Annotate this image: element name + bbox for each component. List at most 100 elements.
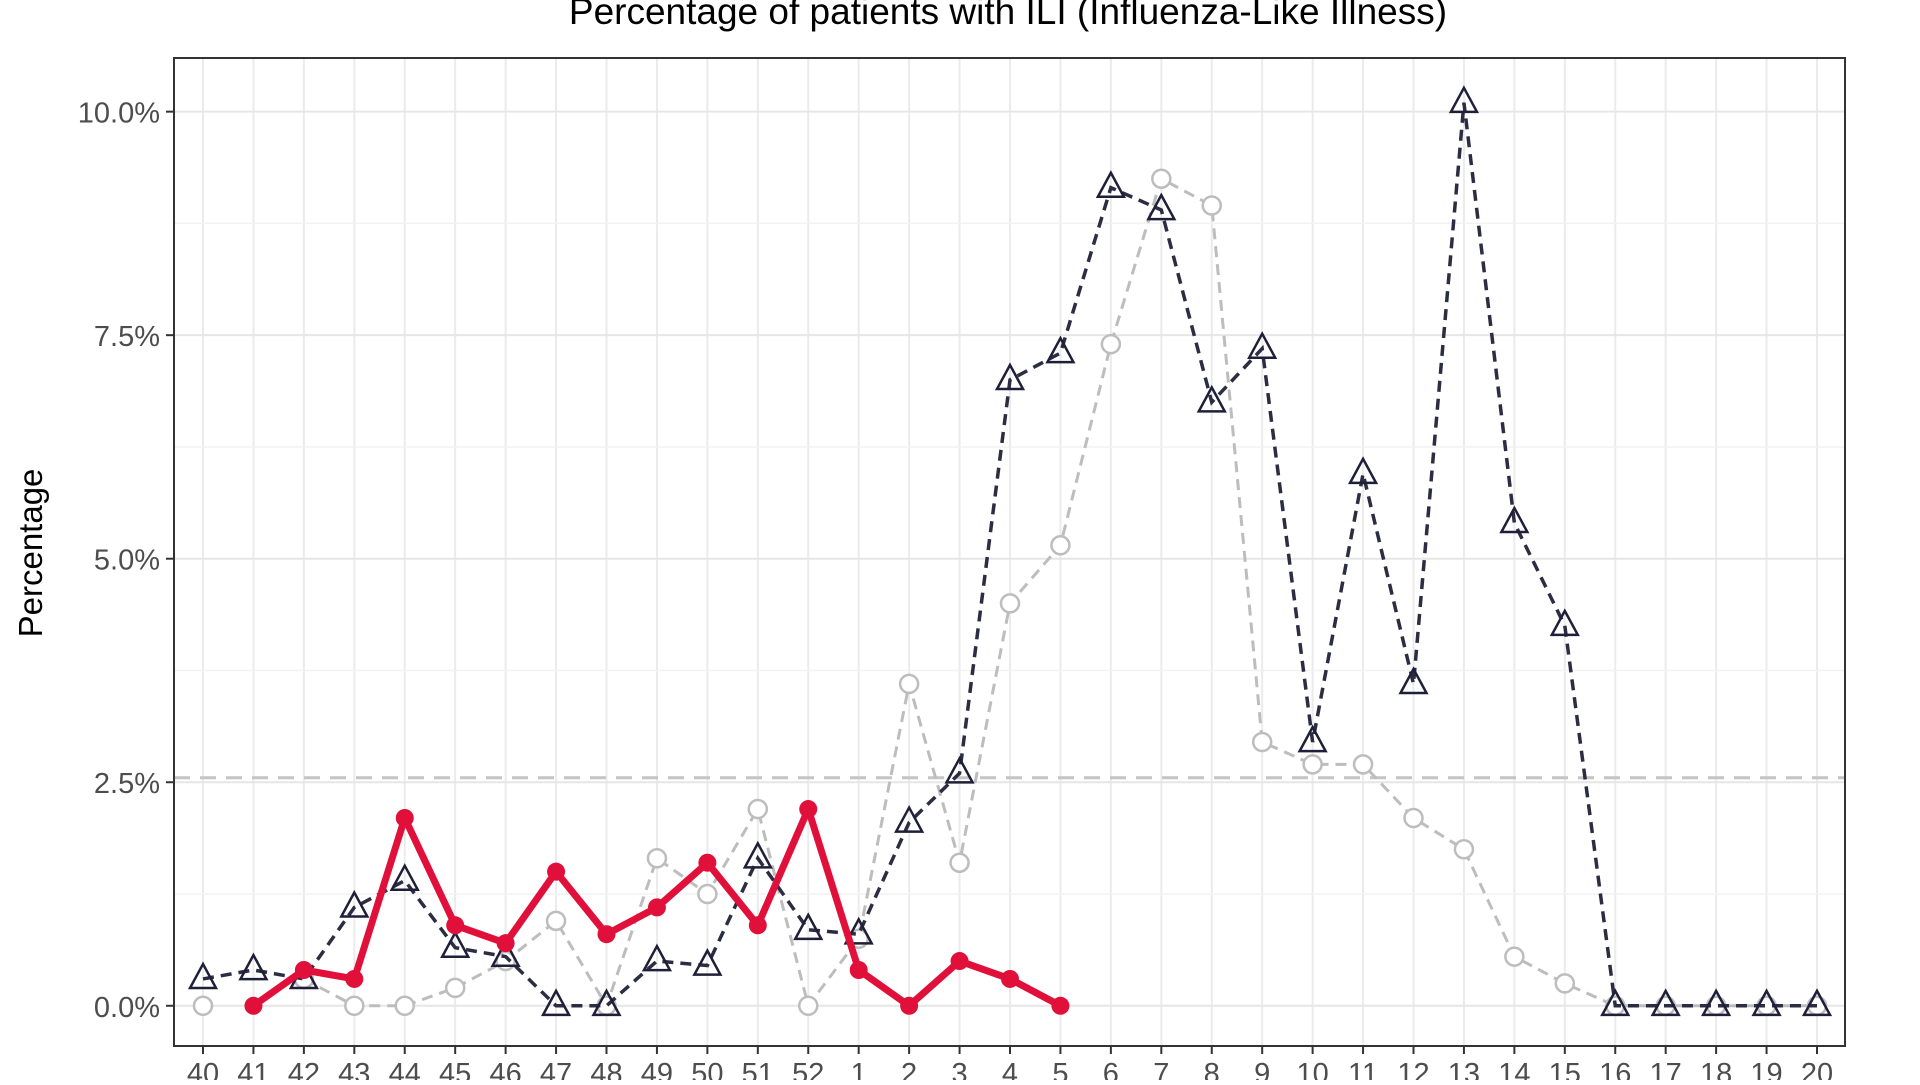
data-point-dot	[950, 952, 969, 971]
data-point-circle	[747, 798, 769, 820]
x-tick-label: 10	[1296, 1058, 1328, 1080]
data-point-triangle	[238, 952, 269, 981]
y-tick-label: 2.5%	[94, 768, 160, 800]
data-point-triangle	[1146, 192, 1177, 221]
data-point-circle	[1403, 807, 1424, 829]
y-tick-label: 7.5%	[94, 321, 160, 353]
x-tick-label: 20	[1801, 1058, 1833, 1080]
data-point-circle	[1453, 839, 1475, 860]
x-tick-label: 11	[1348, 1058, 1378, 1080]
data-point-triangle	[440, 930, 471, 959]
x-tick-label: 51	[742, 1058, 774, 1080]
data-point-triangle	[641, 943, 673, 972]
data-point-dot	[345, 969, 364, 988]
data-point-triangle	[843, 916, 874, 945]
x-tick-label: 41	[237, 1058, 269, 1080]
data-point-dot	[244, 996, 263, 1015]
data-point-triangle	[1600, 988, 1631, 1017]
data-point-triangle	[742, 840, 773, 869]
x-tick-label: 18	[1700, 1058, 1732, 1080]
data-point-triangle	[1751, 988, 1782, 1017]
data-point-triangle	[1448, 85, 1480, 114]
data-point-triangle	[591, 988, 622, 1017]
data-point-triangle	[1045, 335, 1076, 364]
data-point-dot	[294, 961, 313, 979]
x-tick-label: 4	[1002, 1058, 1018, 1080]
data-point-triangle	[1801, 988, 1833, 1017]
x-tick-label: 50	[691, 1058, 723, 1080]
x-tick-label: 19	[1750, 1058, 1782, 1080]
series-navy-dashed-triangle	[187, 85, 1833, 1017]
data-point-circle	[646, 847, 668, 869]
data-point-circle	[1302, 754, 1323, 775]
x-tick-label: 15	[1549, 1058, 1581, 1080]
data-point-triangle	[994, 362, 1026, 391]
data-point-triangle	[894, 804, 925, 833]
data-point-circle	[192, 995, 214, 1017]
x-tick-label: 52	[792, 1058, 824, 1080]
x-tick-label: 7	[1153, 1058, 1169, 1080]
data-point-triangle	[1297, 724, 1328, 753]
data-point-circle	[1151, 168, 1172, 189]
x-tick-label: 5	[1052, 1058, 1068, 1080]
data-point-dot	[446, 916, 465, 935]
x-tick-label: 3	[951, 1058, 967, 1080]
data-point-triangle	[692, 948, 723, 976]
chart-title: Percentage of patients with ILI (Influen…	[569, 0, 1447, 32]
x-tick-label: 49	[641, 1058, 673, 1080]
x-tick-label: 8	[1204, 1058, 1220, 1080]
data-point-triangle	[339, 889, 370, 918]
data-point-circle	[1504, 946, 1525, 967]
plot-border	[173, 57, 1846, 1047]
x-tick-label: 2	[901, 1058, 917, 1080]
data-point-circle	[545, 910, 567, 932]
x-tick-label: 44	[389, 1058, 421, 1080]
x-tick-label: 9	[1254, 1058, 1270, 1080]
data-point-triangle	[1347, 456, 1379, 485]
data-point-dot	[698, 853, 717, 872]
data-point-circle	[1554, 973, 1576, 994]
data-point-triangle	[1701, 988, 1732, 1017]
x-tick-label: 46	[489, 1058, 521, 1080]
y-tick-label: 5.0%	[94, 545, 160, 577]
data-point-dot	[849, 961, 868, 979]
data-point-triangle	[187, 961, 219, 990]
x-tick-label: 1	[851, 1058, 867, 1080]
data-point-dot	[496, 934, 515, 953]
data-point-circle	[1050, 535, 1071, 556]
x-tick-label: 47	[540, 1058, 572, 1080]
grid-lines	[174, 58, 1845, 1046]
data-point-circle	[344, 995, 365, 1017]
x-tick-label: 48	[590, 1058, 622, 1080]
data-point-circle	[949, 852, 970, 873]
data-point-circle	[697, 883, 718, 905]
data-point-triangle	[1650, 988, 1681, 1017]
x-tick-label: 45	[439, 1058, 471, 1080]
data-point-circle	[1201, 195, 1222, 216]
data-point-triangle	[944, 755, 975, 784]
data-point-dot	[647, 898, 666, 917]
x-tick-label: 17	[1650, 1058, 1682, 1080]
data-point-circle	[394, 995, 415, 1017]
x-tick-label: 12	[1397, 1058, 1429, 1080]
data-point-circle	[999, 593, 1021, 614]
data-point-dot	[1001, 969, 1019, 988]
data-point-circle	[898, 673, 920, 695]
y-tick-label: 0.0%	[94, 992, 160, 1024]
data-point-circle	[1100, 333, 1122, 355]
data-point-triangle	[1095, 170, 1126, 199]
data-point-dot	[900, 996, 919, 1015]
data-point-dot	[597, 925, 616, 944]
data-point-triangle	[389, 863, 420, 891]
x-tick-label: 13	[1448, 1058, 1480, 1080]
x-tick-label: 42	[288, 1058, 320, 1080]
x-tick-label: 40	[187, 1058, 219, 1080]
data-point-triangle	[540, 988, 572, 1017]
x-tick-label: 6	[1103, 1058, 1119, 1080]
data-point-dot	[395, 809, 414, 827]
data-point-dot	[748, 916, 767, 935]
y-axis-label: Percentage	[12, 469, 49, 638]
data-point-triangle	[490, 939, 521, 967]
data-point-circle	[1251, 731, 1273, 753]
